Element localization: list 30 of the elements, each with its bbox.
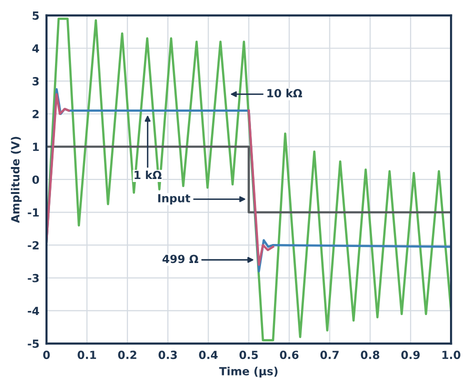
y-tick-label: 1 (33, 142, 39, 151)
line-series (46, 18, 452, 342)
annotation: Input (158, 194, 190, 205)
annotation: 499 Ω (162, 254, 198, 264)
x-tick-label: 0 (43, 350, 50, 360)
x-tick-label: 0.9 (401, 350, 420, 360)
y-axis-title: Amplitude (V) (10, 136, 22, 223)
x-tick-label: 0.6 (280, 350, 298, 360)
x-axis-title: Time (µs) (219, 366, 278, 378)
x-tick-label: 1.0 (442, 350, 460, 360)
x-tick-label: 0.3 (158, 350, 177, 360)
x-tick-label: 0.7 (320, 350, 339, 360)
y-tick-label: -3 (28, 274, 39, 282)
y-tick-label: -1 (28, 208, 39, 217)
y-tick-label: 5 (32, 12, 39, 20)
y-tick-label: -5 (28, 340, 39, 348)
x-tick-label: 0.2 (118, 350, 136, 360)
y-tick-label: -2 (28, 241, 39, 250)
y-tick-label: 0 (32, 175, 40, 184)
annotation: 10 kΩ (267, 88, 302, 98)
y-tick-label: 3 (32, 77, 39, 86)
line-series (46, 88, 452, 272)
x-tick-label: 0.1 (78, 350, 96, 360)
y-tick-label: -4 (28, 306, 40, 315)
x-tick-label: 0.4 (199, 350, 218, 360)
annotation: 1 kΩ (134, 170, 162, 180)
y-tick-label: 2 (32, 110, 39, 118)
x-tick-label: 0.8 (360, 350, 380, 360)
y-tick-label: 4 (32, 44, 40, 52)
x-tick-label: 0.5 (239, 350, 258, 360)
